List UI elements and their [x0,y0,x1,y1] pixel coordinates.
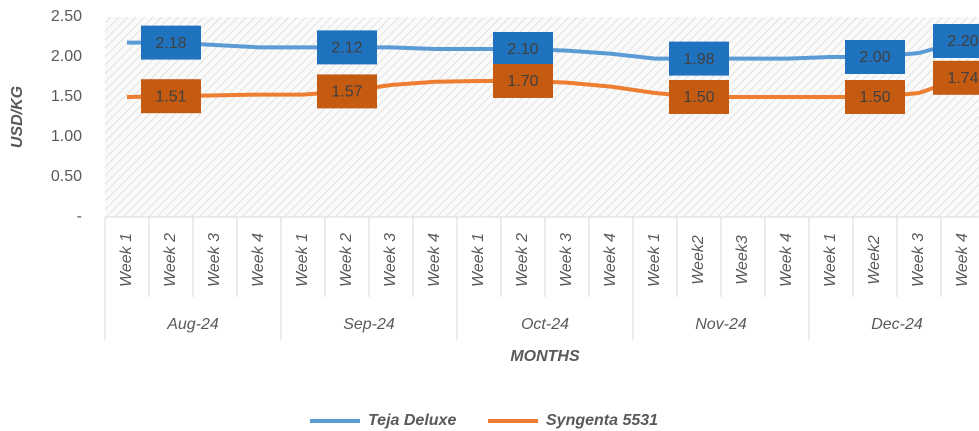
data-label-box [845,80,905,114]
x-tick-label: Week2 [690,235,707,285]
y-tick-label: 2.50 [51,8,82,25]
group-label: Nov-24 [695,316,747,333]
data-label-box [669,80,729,114]
x-tick-label: Week 4 [426,233,443,287]
data-label-box [669,41,729,76]
data-label: 2.20 [947,33,978,50]
data-label-box [317,74,377,109]
data-label-box [933,60,979,95]
group-label: Dec-24 [871,316,923,333]
x-tick-label: Week 2 [514,233,531,287]
x-tick-label: Week 3 [206,233,223,287]
data-label: 1.50 [683,89,714,106]
x-axis-label: MONTHS [510,348,580,365]
data-label: 1.50 [859,89,890,106]
data-label: 2.10 [507,41,538,58]
y-tick-label: 1.00 [51,128,82,145]
x-tick-label: Week 4 [778,233,795,287]
x-tick-label: Week 1 [294,233,311,287]
data-label: 1.57 [331,84,362,101]
data-label-box [493,64,553,98]
x-tick-label: Week 1 [822,233,839,287]
group-label: Aug-24 [166,316,219,333]
legend-label: Syngenta 5531 [546,412,658,429]
group-label: Oct-24 [521,316,569,333]
y-tick-label: 2.00 [51,48,82,65]
x-tick-label: Week 2 [338,233,355,287]
x-tick-label: Week 3 [910,233,927,287]
legend-label: Teja Deluxe [368,412,456,429]
data-label: 2.12 [331,40,362,57]
data-label-box [317,30,377,65]
y-tick-label: 1.50 [51,88,82,105]
y-axis-label: USD/KG [9,86,26,148]
x-tick-label: Week 1 [470,233,487,287]
data-label: 1.70 [507,73,538,90]
x-tick-label: Week3 [734,235,751,285]
data-label: 2.00 [859,49,890,66]
x-tick-label: Week 4 [954,233,971,287]
x-tick-label: Week 1 [646,233,663,287]
data-label: 1.98 [683,51,714,68]
data-label-box [933,24,979,58]
data-label-box [493,32,553,66]
x-tick-label: Week 2 [162,233,179,287]
x-tick-label: Week2 [866,235,883,285]
data-label-box [141,79,201,114]
data-label: 1.74 [947,70,978,87]
x-tick-label: Week 3 [382,233,399,287]
x-tick-label: Week 4 [250,233,267,287]
y-tick-label: 0.50 [51,168,82,185]
data-label: 2.18 [155,35,186,52]
group-label: Sep-24 [343,316,395,333]
data-label-box [845,40,905,74]
x-tick-label: Week 3 [558,233,575,287]
data-label: 1.51 [155,88,186,105]
x-tick-label: Week 4 [602,233,619,287]
data-label-box [141,25,201,60]
y-tick-label: - [77,208,82,225]
x-tick-label: Week 1 [118,233,135,287]
